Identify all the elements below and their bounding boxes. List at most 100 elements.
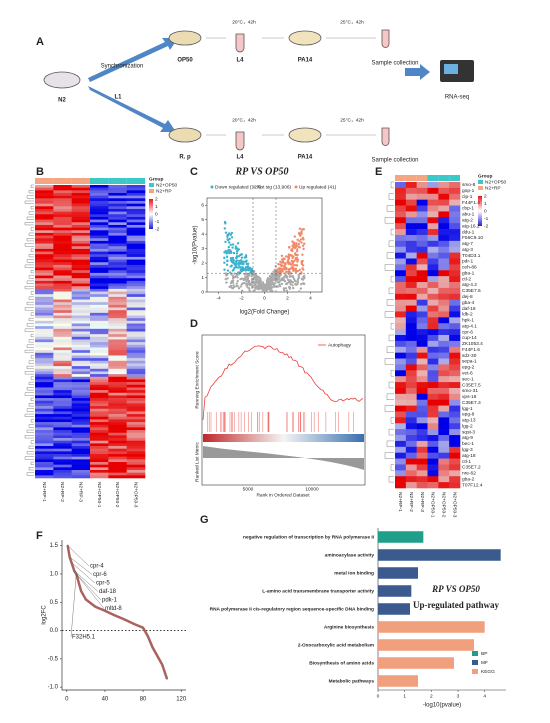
heat-cell <box>53 326 72 330</box>
heat-cell <box>71 424 91 428</box>
legend-label: BP <box>481 651 487 657</box>
dendrogram <box>384 264 394 271</box>
heat-cell <box>53 414 72 418</box>
heat-cell <box>108 374 127 378</box>
heat-cell <box>90 376 109 380</box>
heat-cell <box>35 291 54 295</box>
y-axis-label: -log10(Pvalue) <box>193 225 199 264</box>
heat-cell <box>71 456 91 460</box>
gene-dot <box>282 277 285 280</box>
heat-cell <box>126 262 146 266</box>
heat-cell <box>90 294 109 298</box>
x-tick-label: 80 <box>140 697 147 703</box>
gene-dot <box>294 270 298 273</box>
heat-cell <box>35 339 54 343</box>
heat-cell <box>71 430 91 434</box>
gene-dot <box>285 267 288 271</box>
heat-cell <box>90 390 109 394</box>
heat-cell <box>126 326 146 330</box>
gene-label: ceh-86 <box>462 265 477 271</box>
group-bar <box>405 175 417 181</box>
heat-cell <box>126 256 146 260</box>
gene-dot <box>269 289 272 292</box>
gene-dot <box>292 260 296 263</box>
dendrogram <box>24 435 34 439</box>
x-tick-label: 0 <box>377 693 380 699</box>
heat-cell <box>90 299 109 303</box>
heat-cell <box>405 364 417 371</box>
heat-cell <box>395 364 407 371</box>
heat-cell <box>71 432 91 436</box>
heat-cell <box>71 440 91 444</box>
heat-cell <box>108 307 127 311</box>
heat-cell <box>405 429 417 436</box>
heat-cell <box>35 307 54 311</box>
heat-cell <box>395 299 407 306</box>
dishes <box>43 29 390 151</box>
heat-cell <box>416 293 428 300</box>
heat-cell <box>416 387 428 395</box>
heat-cell <box>438 282 450 289</box>
gene-dot <box>228 237 231 241</box>
heat-cell <box>108 371 127 375</box>
heat-cell <box>35 238 54 242</box>
heat-cell <box>53 315 72 319</box>
heat-cell <box>405 234 417 242</box>
heat-cell <box>35 270 54 274</box>
ranked-bar <box>203 434 364 442</box>
heat-cell <box>416 258 428 265</box>
heat-cell <box>449 405 461 412</box>
heat-cell <box>427 299 439 306</box>
heat-cell <box>427 382 439 389</box>
heat-cell <box>126 216 146 220</box>
heat-cell <box>53 384 72 388</box>
heat-cell <box>53 392 72 396</box>
heat-cell <box>126 320 146 324</box>
heat-cell <box>416 352 428 359</box>
heat-cell <box>108 358 127 362</box>
heat-cell <box>449 234 461 242</box>
gene-dot <box>280 270 283 273</box>
gene-dot <box>230 236 234 239</box>
heat-cell <box>416 182 428 189</box>
bar <box>378 621 485 633</box>
heat-cell <box>416 234 428 242</box>
gene-dot <box>225 263 229 266</box>
gene-dot <box>238 259 241 263</box>
heat-cell <box>108 464 127 468</box>
heat-cell <box>395 458 407 465</box>
heat-cell <box>90 243 109 247</box>
heat-cell <box>71 446 91 449</box>
heat-cell <box>71 262 91 266</box>
gene-dot <box>229 284 233 288</box>
heat-cell <box>416 264 428 271</box>
heat-cell <box>108 232 127 236</box>
gene-dot <box>235 266 238 269</box>
heat-cell <box>35 302 54 306</box>
heat-cell <box>427 476 439 483</box>
heat-cell <box>108 208 127 212</box>
gene-dot <box>229 250 233 254</box>
gene-dot <box>245 262 248 266</box>
gene-dot <box>285 282 289 285</box>
dendrogram <box>388 287 394 294</box>
group-bar <box>108 178 127 184</box>
heat-cell <box>53 408 72 412</box>
strain-label: N2 <box>58 98 66 104</box>
gene-dot <box>260 285 263 289</box>
heat-cell <box>449 340 461 348</box>
heat-cell <box>449 458 461 465</box>
heat-cell <box>71 216 91 220</box>
heat-cell <box>395 217 407 224</box>
dendrogram <box>24 286 34 290</box>
gene-dot <box>301 228 304 231</box>
heat-cell <box>53 339 72 343</box>
dendrogram <box>388 381 394 389</box>
heat-cell <box>71 403 91 407</box>
heat-cell <box>90 280 109 284</box>
heat-cell <box>416 446 428 453</box>
heat-cell <box>126 318 146 322</box>
step-label: Synchronization <box>101 64 144 70</box>
scale-label: 2 <box>155 196 158 202</box>
heat-cell <box>416 252 428 259</box>
